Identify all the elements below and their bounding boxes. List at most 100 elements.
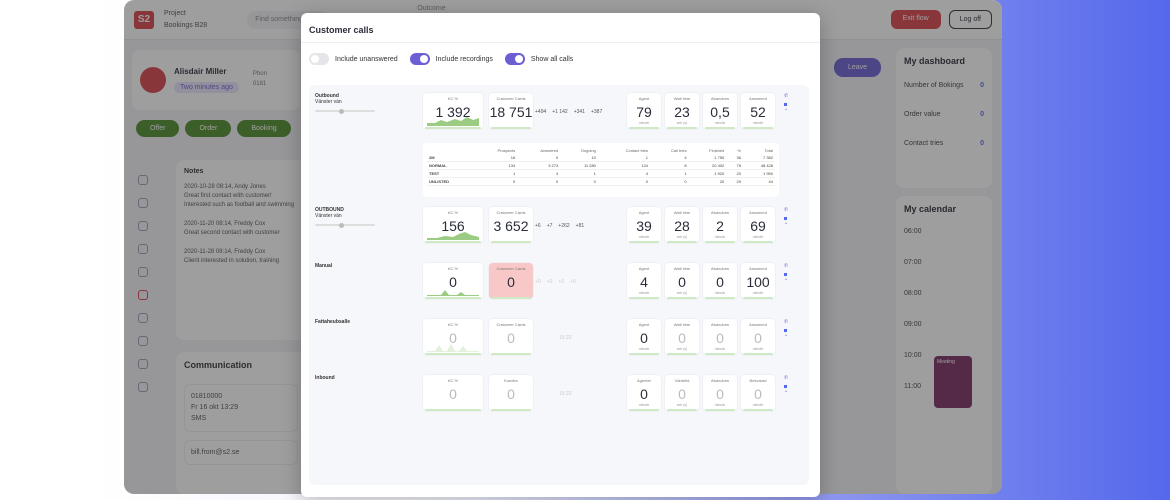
agent-stat[interactable]: Agent 4 minute bbox=[627, 263, 661, 299]
answered-stat[interactable]: Answered 52 minute bbox=[741, 93, 775, 129]
phone-icon[interactable]: ✆ bbox=[784, 263, 789, 269]
status-dot-icon bbox=[784, 272, 787, 276]
customer-cards-stat[interactable]: Customer Cards 0 bbox=[489, 319, 533, 355]
kpi-stat[interactable]: KC % 0 bbox=[423, 263, 483, 299]
wait-time-stat-sub: sek (s) bbox=[676, 347, 688, 351]
offer-button[interactable]: Offer bbox=[136, 120, 180, 137]
table-header bbox=[427, 147, 474, 154]
customer-cards-stat[interactable]: Customer Cards 3 652 bbox=[489, 207, 533, 243]
kpi-stat[interactable]: KC % 1 392 bbox=[423, 93, 483, 129]
row-slider[interactable] bbox=[315, 222, 375, 228]
phone-icon[interactable]: ✆ bbox=[784, 319, 789, 325]
wait-time-stat-value: 0 bbox=[678, 330, 686, 346]
answered-stat[interactable]: Answered 69 minute bbox=[741, 207, 775, 243]
leave-button[interactable]: Leave bbox=[834, 58, 882, 77]
chat-icon[interactable] bbox=[138, 175, 148, 185]
kpi-stat[interactable]: KC % 0 bbox=[423, 375, 483, 411]
comm-number: 01810000 bbox=[191, 393, 223, 400]
row-label-line: Vänster vän bbox=[315, 213, 342, 219]
agent-stat-sub: minute bbox=[638, 403, 650, 407]
include-unanswered-toggle[interactable] bbox=[309, 53, 329, 65]
sparkline-area bbox=[427, 117, 479, 126]
gear-icon[interactable] bbox=[138, 313, 148, 323]
agent-stat-bar bbox=[629, 409, 659, 411]
chevron-down-icon[interactable]: ⌄ bbox=[784, 387, 789, 394]
phone-icon[interactable]: ✆ bbox=[784, 207, 789, 213]
clock-icon[interactable] bbox=[138, 267, 148, 277]
table-row: UNLISTED 0 0 0 0 0 20 29 44 bbox=[427, 177, 775, 186]
show-all-calls-toggle[interactable] bbox=[504, 53, 525, 65]
abandons-stat-label: Abandons bbox=[710, 266, 729, 271]
kpi-stat[interactable]: KC % 0 bbox=[423, 319, 483, 355]
agent-stat[interactable]: Agent 39 minute bbox=[627, 207, 661, 243]
shield-icon[interactable] bbox=[138, 336, 148, 346]
status-dot-icon bbox=[784, 102, 787, 106]
note-body: Great second contact with customer bbox=[184, 230, 280, 236]
deltas-group: +6 +7 +262 +81 bbox=[535, 223, 584, 229]
abandons-stat-bar bbox=[705, 297, 735, 299]
abandons-stat[interactable]: Abandons 2 minute bbox=[703, 207, 737, 243]
include-recordings-toggle[interactable] bbox=[409, 53, 430, 65]
settings-icon[interactable] bbox=[138, 244, 148, 254]
row-actions[interactable]: ✆ ⌄ bbox=[784, 93, 792, 113]
wait-time-stat[interactable]: Wait time 0 sek (s) bbox=[665, 263, 699, 299]
abandons-stat-value: 0 bbox=[716, 274, 724, 290]
calendar-meeting[interactable]: Meeting bbox=[934, 356, 972, 408]
abandons-stat[interactable]: Abandons 0,5 minute bbox=[703, 93, 737, 129]
row-slider[interactable] bbox=[315, 108, 375, 114]
wait-time-stat[interactable]: Wait time 23 sek (s) bbox=[665, 93, 699, 129]
dashboard-row-label: Number of Bokings bbox=[904, 81, 964, 89]
row-actions[interactable]: ✆ ⌄ bbox=[784, 263, 792, 283]
customer-cards-stat[interactable]: Customer Cards 0 bbox=[489, 263, 533, 299]
table-cell: 48 428 bbox=[742, 161, 775, 170]
abandons-stat-value: 0,5 bbox=[710, 104, 730, 120]
answered-stat[interactable]: Answered 0 minute bbox=[741, 319, 775, 355]
agent-stat[interactable]: Agent 79 minute bbox=[627, 93, 661, 129]
row-actions[interactable]: ✆ ⌄ bbox=[784, 375, 792, 395]
row-actions[interactable]: ✆ ⌄ bbox=[784, 319, 792, 339]
abandons-stat[interactable]: Abandons 0 minute bbox=[703, 375, 737, 411]
booking-button[interactable]: Booking bbox=[237, 120, 291, 137]
project-label: Project bbox=[164, 10, 186, 18]
phone-icon[interactable]: ✆ bbox=[784, 93, 789, 99]
chevron-down-icon[interactable]: ⌄ bbox=[784, 105, 789, 112]
agent-stat[interactable]: Agenter 0 minute bbox=[627, 375, 661, 411]
notes-title: Notes bbox=[184, 168, 204, 175]
globe-icon[interactable] bbox=[138, 221, 148, 231]
customer-cards-stat-label: Customer Cards bbox=[496, 266, 526, 271]
order-button[interactable]: Order bbox=[185, 120, 232, 137]
row-actions[interactable]: ✆ ⌄ bbox=[784, 207, 792, 227]
table-cell: 1 bbox=[597, 154, 651, 162]
answered-stat[interactable]: Answered 100 minute bbox=[741, 263, 775, 299]
abandons-stat-sub: minute bbox=[714, 121, 726, 125]
chevron-down-icon[interactable]: ⌄ bbox=[784, 331, 789, 338]
user-icon[interactable] bbox=[138, 382, 148, 392]
side-nav bbox=[138, 175, 152, 392]
table-cell: 134 bbox=[474, 161, 518, 170]
row-label: OUTBOUND Vänster vän bbox=[315, 207, 415, 231]
phone-icon[interactable] bbox=[138, 359, 148, 369]
customer-cards-stat[interactable]: Customer Cards 18 751 bbox=[489, 93, 533, 129]
abandons-stat[interactable]: Abandons 0 minute bbox=[703, 263, 737, 299]
log-off-button[interactable]: Log off bbox=[948, 10, 992, 29]
wait-time-stat[interactable]: Väntetid 0 sek (s) bbox=[665, 375, 699, 411]
users-icon[interactable] bbox=[138, 198, 148, 208]
answered-stat[interactable]: Besvarad 0 minute bbox=[741, 375, 775, 411]
abandons-stat[interactable]: Abandons 0 minute bbox=[703, 319, 737, 355]
kpi-stat[interactable]: KC % 156 bbox=[423, 207, 483, 243]
id-card-icon[interactable] bbox=[138, 290, 148, 300]
customer-cards-stat[interactable]: Kunden 0 bbox=[489, 375, 533, 411]
abandons-stat-value: 2 bbox=[716, 218, 724, 234]
comm-type: SMS bbox=[191, 415, 207, 423]
phone-icon[interactable]: ✆ bbox=[784, 375, 789, 381]
abandons-stat-bar bbox=[705, 353, 735, 355]
chevron-down-icon[interactable]: ⌄ bbox=[784, 219, 789, 226]
exit-flow-button[interactable]: Exit flow bbox=[890, 10, 941, 29]
wait-time-stat[interactable]: Wait time 28 sek (s) bbox=[665, 207, 699, 243]
chevron-down-icon[interactable]: ⌄ bbox=[784, 275, 789, 282]
agent-stat[interactable]: Agent 0 minute bbox=[627, 319, 661, 355]
communication-item[interactable]: 01810000 Fr 16 okt 13:29 SMS bbox=[184, 384, 298, 432]
communication-item[interactable]: bill.from@s2.se bbox=[184, 439, 298, 465]
wait-time-stat[interactable]: Wait time 0 sek (s) bbox=[665, 319, 699, 355]
customer-cards-stat-label: Customer Cards bbox=[496, 96, 526, 101]
